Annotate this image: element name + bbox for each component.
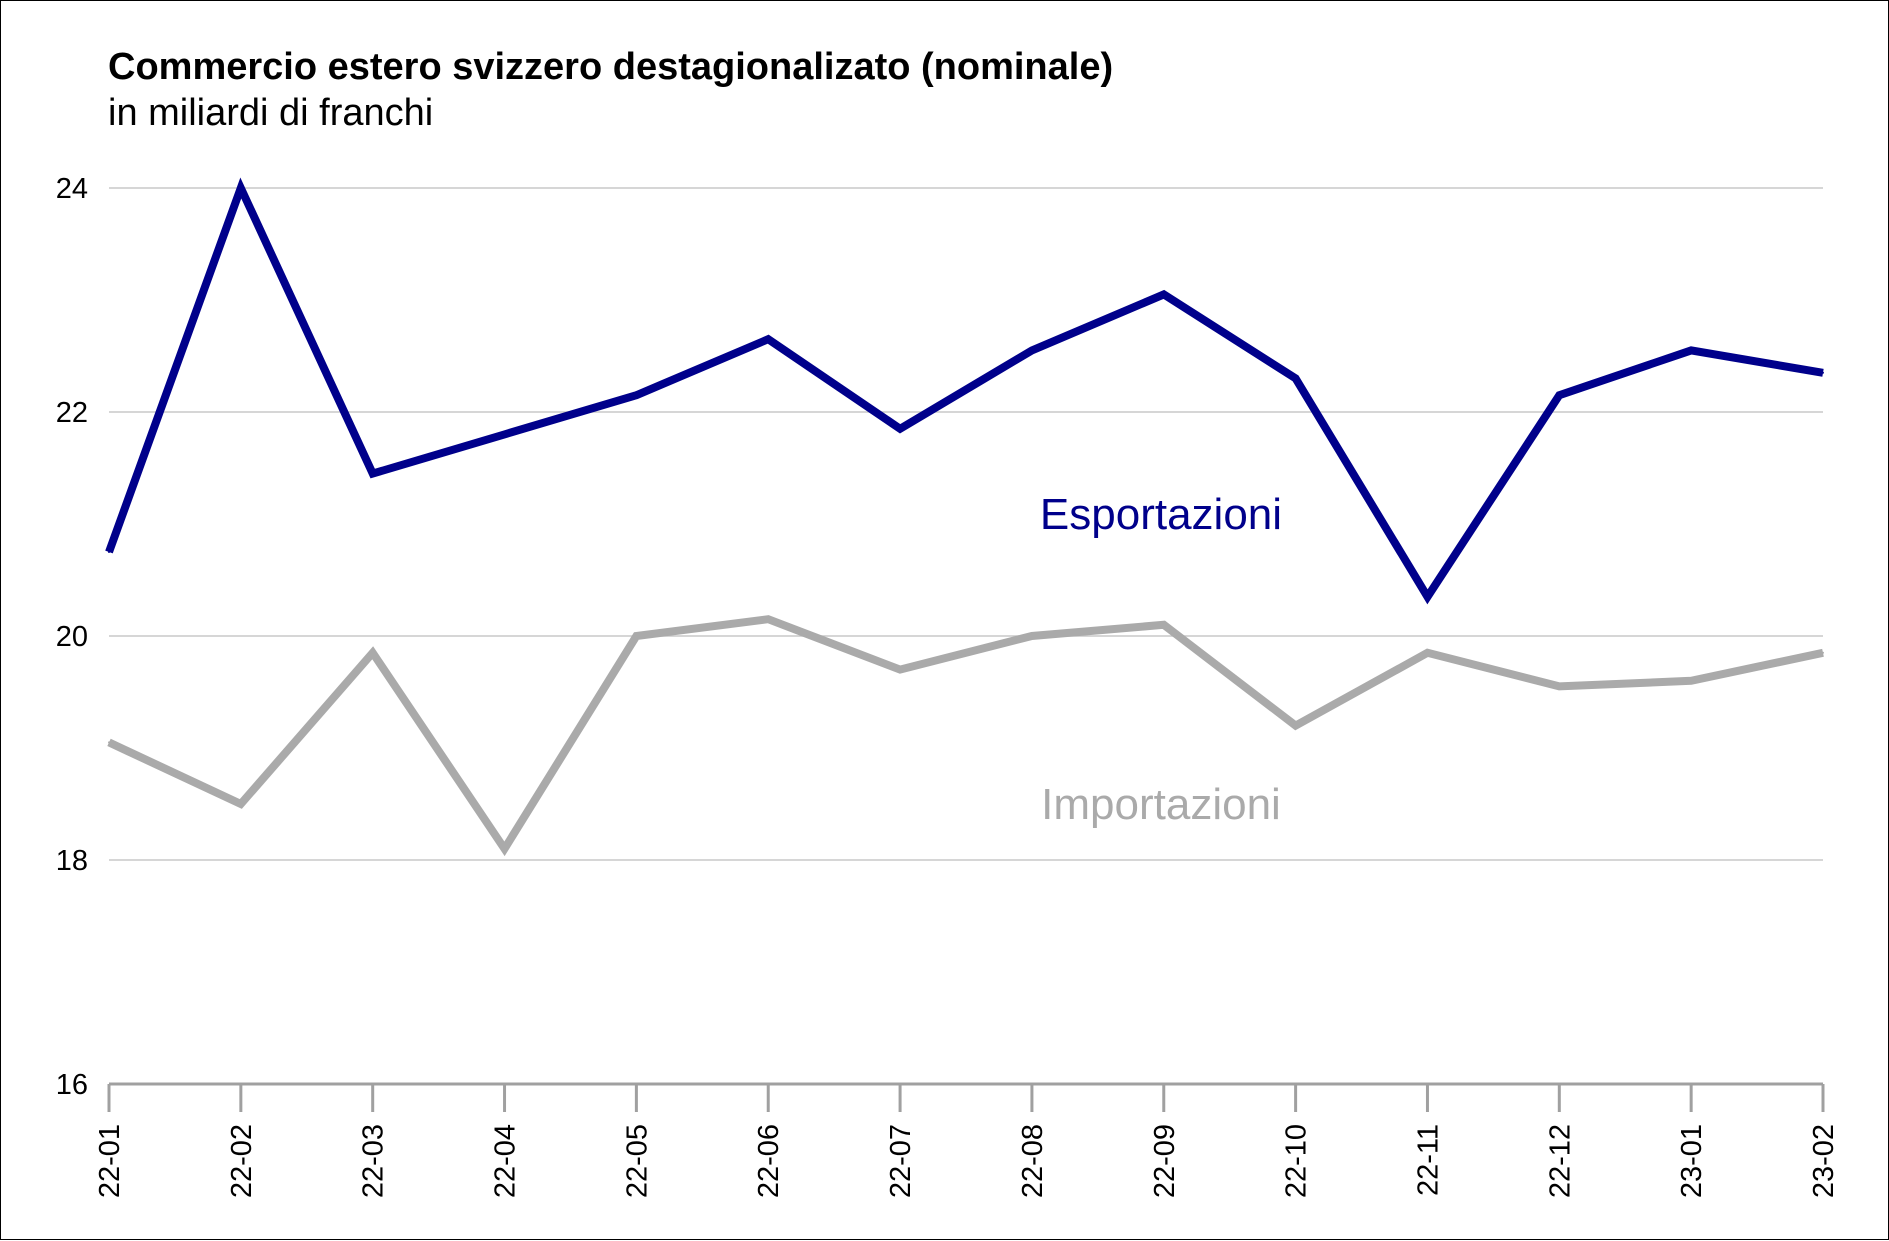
series-line-esportazioni <box>105 177 1824 605</box>
data-point-esportazioni-23-02 <box>1822 371 1824 374</box>
data-point-esportazioni-23-01 <box>1690 349 1693 352</box>
series-line-importazioni <box>107 615 1824 857</box>
x-tick-label-22-10: 22-10 <box>1281 1124 1313 1198</box>
data-point-importazioni-23-02 <box>1822 651 1824 654</box>
data-point-importazioni-22-01 <box>108 741 110 744</box>
data-point-esportazioni-22-08 <box>1030 349 1033 352</box>
data-point-esportazioni-22-06 <box>767 338 770 341</box>
data-point-importazioni-22-07 <box>899 668 902 671</box>
data-point-importazioni-22-05 <box>635 635 638 637</box>
data-point-importazioni-22-11 <box>1426 651 1429 654</box>
data-point-importazioni-22-10 <box>1294 724 1297 727</box>
chart-subtitle: in miliardi di franchi <box>108 92 433 134</box>
x-tick-label-22-04: 22-04 <box>490 1124 522 1198</box>
x-tick-label-22-05: 22-05 <box>621 1124 653 1198</box>
data-point-esportazioni-22-04 <box>503 433 506 436</box>
data-point-importazioni-22-09 <box>1162 623 1165 626</box>
data-point-importazioni-22-04 <box>503 847 506 850</box>
chart-title: Commercio estero svizzero destagionaliza… <box>108 46 1113 88</box>
data-point-importazioni-23-01 <box>1690 679 1693 682</box>
data-point-esportazioni-22-01 <box>108 551 110 553</box>
series-layer <box>105 177 1824 857</box>
x-tick-label-22-03: 22-03 <box>358 1124 390 1198</box>
y-tick-label-20: 20 <box>56 621 88 653</box>
data-point-importazioni-22-06 <box>767 618 770 621</box>
series-label-exports: Esportazioni <box>1040 490 1282 539</box>
x-tick-label-22-02: 22-02 <box>226 1124 258 1198</box>
data-point-esportazioni-22-09 <box>1162 293 1165 296</box>
grid-layer <box>109 187 1823 861</box>
data-point-importazioni-22-03 <box>371 651 374 654</box>
data-point-esportazioni-22-02 <box>239 187 242 189</box>
data-point-importazioni-22-08 <box>1030 635 1033 637</box>
data-point-esportazioni-22-10 <box>1294 377 1297 380</box>
data-point-esportazioni-22-03 <box>371 472 374 475</box>
data-point-esportazioni-22-12 <box>1558 394 1561 397</box>
axis-layer: 16 18 20 22 24 22-01 22-02 22-03 22-04 22-05 22-06… <box>56 173 1840 1198</box>
x-tick-label-22-06: 22-06 <box>753 1124 785 1198</box>
x-tick-label-22-01: 22-01 <box>94 1124 126 1198</box>
x-tick-label-23-01: 23-01 <box>1676 1124 1708 1198</box>
x-tick-label-22-08: 22-08 <box>1017 1124 1049 1198</box>
x-tick-label-22-09: 22-09 <box>1149 1124 1181 1198</box>
y-tick-label-24: 24 <box>56 173 88 205</box>
data-point-importazioni-22-02 <box>239 803 242 805</box>
y-tick-label-16: 16 <box>56 1069 88 1101</box>
data-point-esportazioni-22-05 <box>635 394 638 397</box>
x-tick-label-22-07: 22-07 <box>885 1124 917 1198</box>
x-tick-label-22-12: 22-12 <box>1544 1124 1576 1198</box>
y-tick-label-18: 18 <box>56 845 88 877</box>
x-tick-label-23-02: 23-02 <box>1808 1124 1840 1198</box>
series-label-imports: Importazioni <box>1041 780 1281 829</box>
y-tick-label-22: 22 <box>56 397 88 429</box>
data-point-esportazioni-22-11 <box>1426 595 1429 598</box>
x-tick-label-22-11: 22-11 <box>1412 1124 1444 1196</box>
data-point-importazioni-22-12 <box>1558 685 1561 688</box>
data-point-esportazioni-22-07 <box>899 427 902 430</box>
